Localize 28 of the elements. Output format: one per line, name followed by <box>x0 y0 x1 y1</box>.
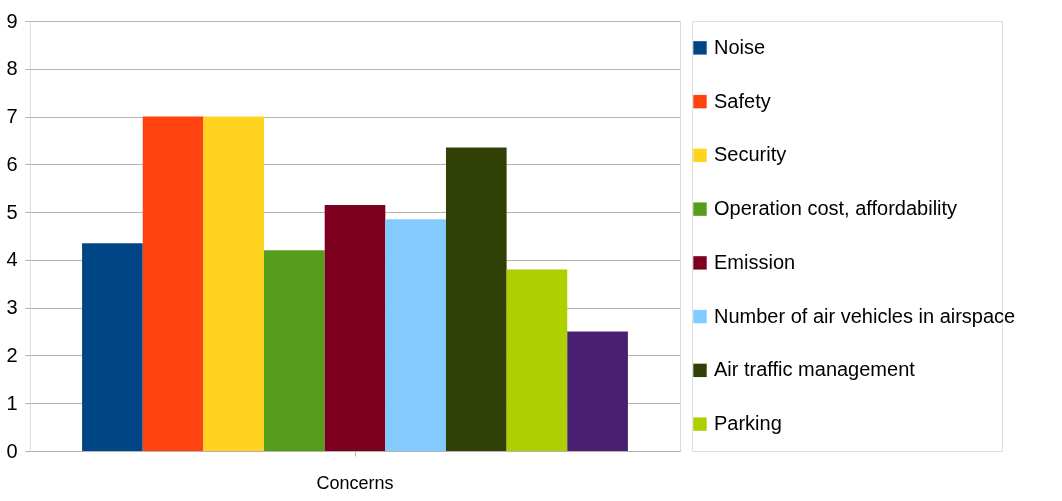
legend-label: Emission <box>714 250 796 273</box>
bar <box>142 116 204 451</box>
legend-label: Security <box>714 143 787 166</box>
x-tick-label: Concerns <box>316 472 394 493</box>
bar <box>264 250 325 451</box>
y-tick-label: 8 <box>6 57 18 80</box>
bar <box>445 147 507 451</box>
bar <box>567 331 628 451</box>
y-tick-label: 3 <box>6 296 18 319</box>
y-tick-label: 7 <box>6 105 18 128</box>
legend-label: Safety <box>714 89 771 112</box>
legend-label: Noise <box>714 35 766 58</box>
legend-label: Operation cost, affordability <box>714 197 958 220</box>
y-tick-label: 4 <box>6 248 18 271</box>
bar <box>324 204 386 451</box>
y-tick-label: 9 <box>6 9 18 32</box>
y-tick-label: 6 <box>6 152 18 175</box>
bar <box>506 269 568 451</box>
bar <box>203 116 265 451</box>
y-tick-label: 5 <box>6 200 18 223</box>
bar <box>82 243 143 451</box>
bar <box>385 219 446 451</box>
legend-label: Air traffic management <box>714 358 916 381</box>
y-tick-label: 2 <box>6 343 18 366</box>
legend-label: Parking <box>714 412 782 435</box>
y-tick-label: 0 <box>6 439 18 462</box>
y-tick-label: 1 <box>6 391 18 414</box>
legend-label: Number of air vehicles in airspace <box>714 304 1016 327</box>
